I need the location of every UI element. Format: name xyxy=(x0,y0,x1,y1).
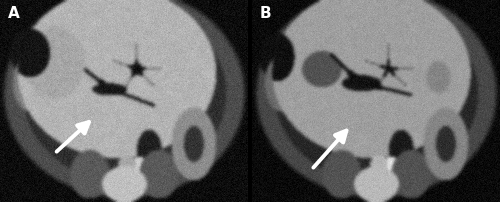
Text: A: A xyxy=(8,6,19,21)
Text: B: B xyxy=(260,6,271,21)
